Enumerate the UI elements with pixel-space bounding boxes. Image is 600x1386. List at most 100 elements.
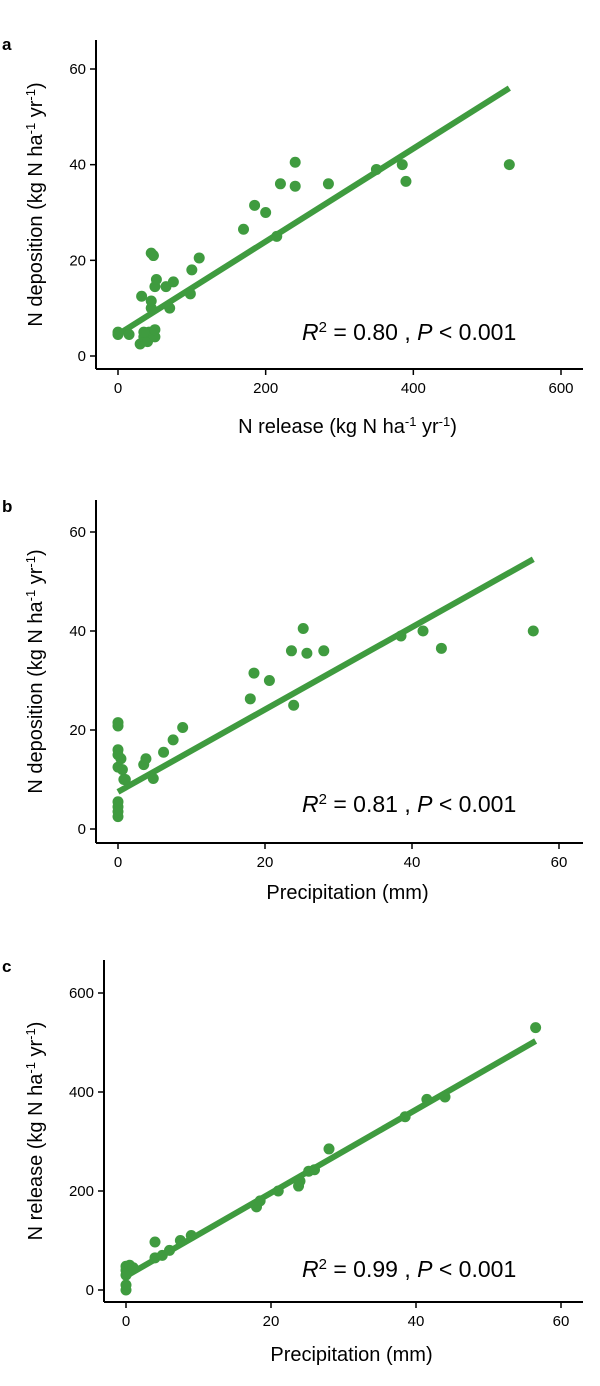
y-axis-label-sup: -1 — [23, 1062, 38, 1074]
y-axis-label-sup: -1 — [23, 590, 38, 602]
y-axis-label-sup: -1 — [23, 1028, 38, 1040]
data-point — [294, 1175, 306, 1187]
data-point — [147, 773, 159, 785]
data-point — [395, 630, 407, 642]
data-point — [400, 175, 412, 187]
data-point — [186, 264, 198, 276]
data-point — [271, 230, 283, 242]
y-axis-label-text: N deposition (kg N ha — [25, 600, 47, 793]
y-axis-label-text: N deposition (kg N ha — [25, 133, 47, 326]
y-axis-label: N release (kg N ha-1 yr-1) — [23, 1022, 48, 1241]
data-point — [145, 247, 157, 259]
stats-annotation: R2 = 0.80 , P < 0.001 — [302, 319, 516, 346]
x-axis-label: Precipitation (mm) — [270, 1344, 432, 1366]
r-squared-value: = 0.81 , — [327, 791, 417, 817]
data-point — [119, 774, 131, 785]
data-point — [120, 1279, 132, 1291]
r-squared-symbol: R — [302, 319, 319, 345]
data-point — [112, 717, 124, 729]
r-squared-sup: 2 — [319, 319, 327, 336]
data-point — [167, 276, 179, 288]
data-point — [288, 699, 300, 711]
p-symbol: P — [417, 791, 433, 817]
r-squared-value: = 0.80 , — [327, 319, 417, 345]
data-point — [164, 1244, 175, 1256]
y-axis-label-text: ) — [25, 1022, 47, 1029]
data-point — [167, 734, 179, 746]
r-squared-sup: 2 — [319, 791, 327, 808]
data-point — [318, 645, 330, 657]
x-axis-label: N release (kg N ha-1 yr-1) — [238, 414, 457, 439]
data-point — [150, 273, 162, 285]
data-point — [244, 693, 256, 705]
p-symbol: P — [417, 1256, 433, 1282]
x-tick-label: 60 — [553, 1313, 570, 1330]
x-axis-label-text: N release (kg N ha — [238, 416, 406, 438]
x-tick-label: 20 — [257, 854, 274, 871]
data-point — [115, 753, 127, 765]
y-axis-label-sup: -1 — [23, 556, 38, 568]
y-tick-label: 400 — [69, 1084, 94, 1101]
data-point — [149, 324, 161, 336]
panel-label: a — [2, 35, 12, 54]
data-point — [435, 642, 447, 654]
data-point — [149, 1236, 161, 1248]
panel-label: b — [2, 497, 12, 516]
x-tick-label: 20 — [263, 1313, 280, 1330]
data-point — [322, 178, 334, 190]
data-point — [164, 302, 176, 314]
data-point — [263, 675, 275, 686]
data-point — [136, 290, 148, 302]
x-tick-label: 40 — [408, 1313, 425, 1330]
data-point — [145, 295, 157, 307]
data-point — [272, 1185, 284, 1197]
stats-annotation: R2 = 0.99 , P < 0.001 — [302, 1256, 516, 1283]
r-squared-sup: 2 — [319, 1256, 327, 1273]
data-point — [323, 1143, 335, 1155]
data-point — [285, 645, 297, 657]
r-squared-symbol: R — [302, 1256, 319, 1282]
x-tick-label: 200 — [253, 380, 278, 397]
x-tick-label: 400 — [401, 380, 426, 397]
panel-b: b 0 20 40 60 0 20 40 60 Precipitation (mm) N depos… — [2, 497, 583, 904]
data-point — [289, 180, 301, 192]
data-point — [138, 326, 150, 338]
y-tick-label: 40 — [69, 157, 86, 174]
data-point — [193, 252, 205, 264]
x-axis-label: Precipitation (mm) — [266, 882, 428, 904]
y-tick-label: 600 — [69, 985, 94, 1002]
y-tick-label: 200 — [69, 1183, 94, 1200]
data-point — [185, 1230, 197, 1242]
p-value: < 0.001 — [432, 1256, 516, 1282]
data-point — [370, 163, 382, 175]
data-point — [184, 288, 196, 300]
data-point — [309, 1164, 320, 1176]
y-tick-label: 0 — [78, 348, 86, 365]
panel-label: c — [2, 957, 11, 976]
y-tick-label: 20 — [69, 722, 86, 739]
fit-line — [116, 556, 535, 795]
x-axis-label-text: yr — [416, 416, 439, 438]
fit-line — [116, 85, 511, 338]
data-point — [274, 178, 286, 190]
y-axis-label-text: N release (kg N ha — [25, 1073, 47, 1241]
x-axis-label-sup: -1 — [439, 414, 451, 429]
y-axis-label: N deposition (kg N ha-1 yr-1) — [23, 82, 48, 326]
y-tick-label: 60 — [69, 61, 86, 78]
data-point — [503, 159, 515, 171]
p-symbol: P — [417, 319, 433, 345]
x-tick-label: 0 — [122, 1313, 130, 1330]
data-point — [123, 328, 135, 340]
data-point — [112, 796, 124, 808]
x-axis-label-sup: -1 — [405, 414, 417, 429]
data-point — [140, 753, 152, 765]
data-point — [249, 199, 261, 211]
data-point — [399, 1111, 411, 1123]
data-point — [238, 223, 250, 235]
p-value: < 0.001 — [432, 319, 516, 345]
p-value: < 0.001 — [432, 791, 516, 817]
y-tick-label: 0 — [86, 1282, 94, 1299]
fit-line — [124, 1038, 538, 1279]
